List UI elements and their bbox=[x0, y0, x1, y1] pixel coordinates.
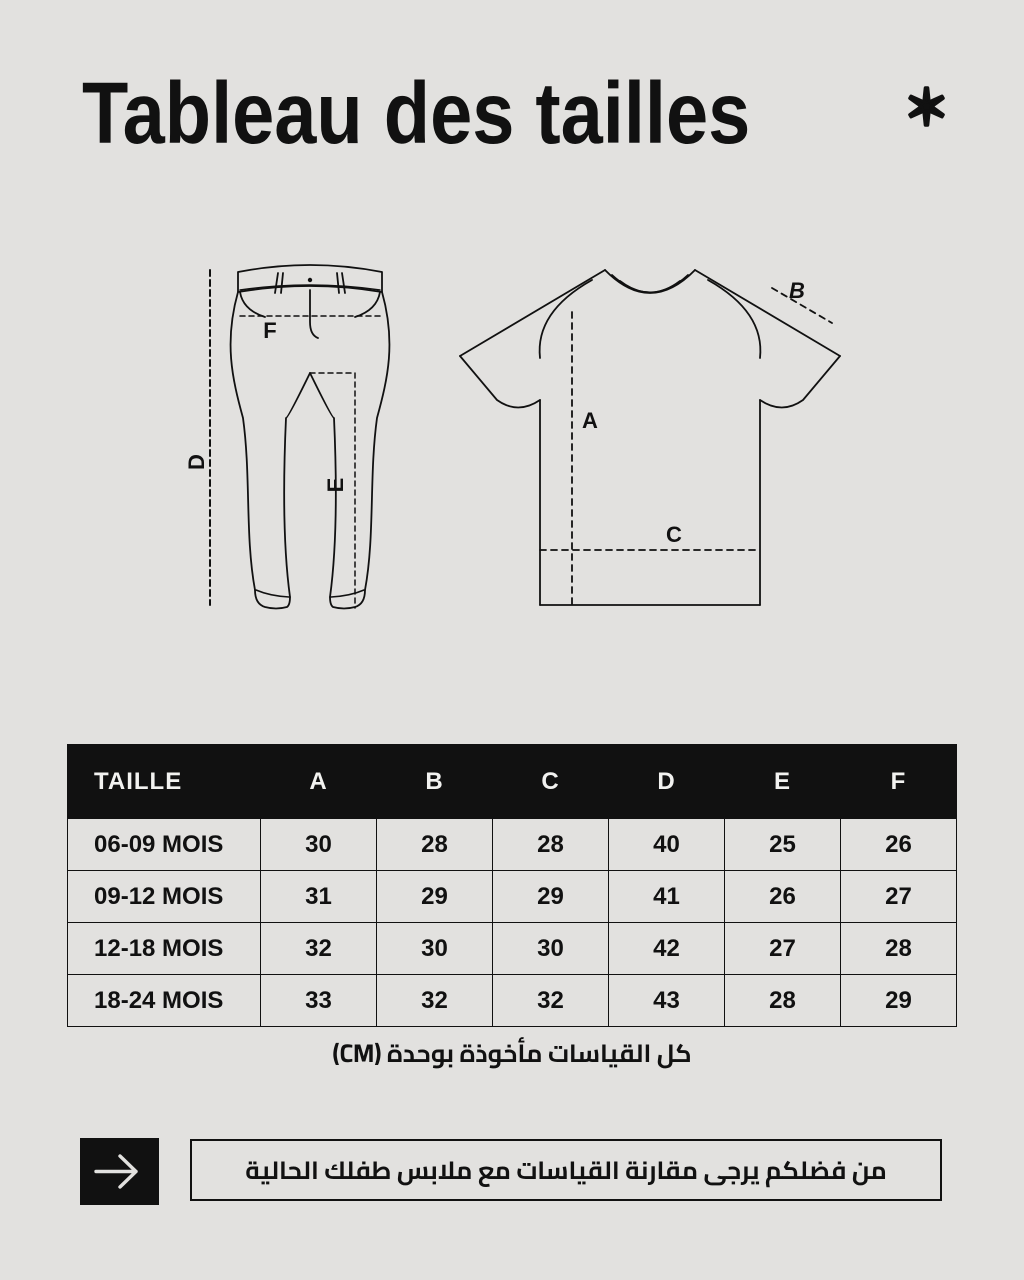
svg-text:A: A bbox=[582, 408, 598, 433]
svg-text:E: E bbox=[323, 478, 348, 493]
svg-text:B: B bbox=[789, 278, 805, 303]
svg-text:C: C bbox=[666, 522, 682, 547]
svg-text:D: D bbox=[184, 454, 209, 470]
svg-text:F: F bbox=[263, 318, 276, 343]
